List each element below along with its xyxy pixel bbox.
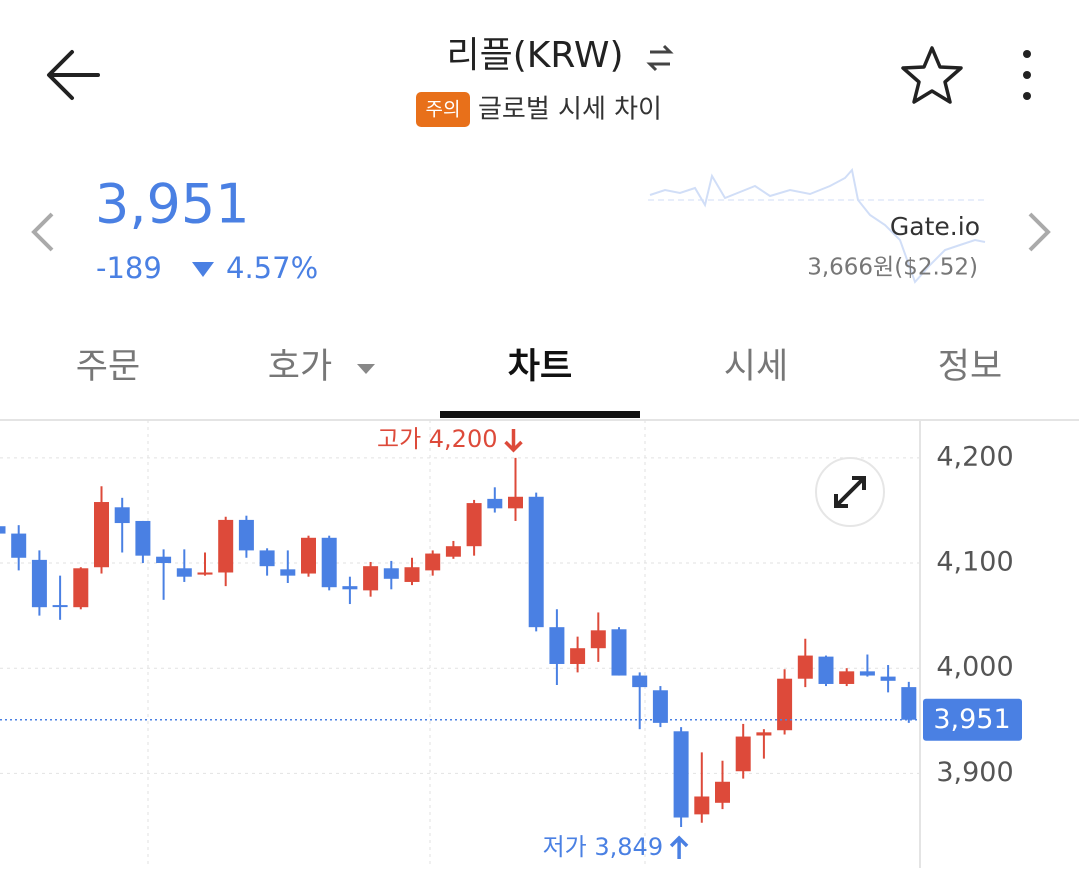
candle-body: [156, 556, 172, 564]
candle-body: [590, 630, 606, 649]
candle-body: [839, 671, 855, 684]
y-tick-label: 4,000: [936, 652, 1013, 683]
candle-body: [259, 550, 275, 567]
y-tick-label: 4,200: [936, 441, 1013, 472]
badge-bg: [416, 92, 470, 127]
candle-body: [611, 629, 627, 676]
candle-body: [508, 496, 523, 509]
candle-body: [31, 559, 47, 608]
tab[interactable]: 정보: [938, 347, 1002, 387]
compare-price: 3,666원($2.52): [807, 255, 978, 281]
candle-body: [280, 569, 296, 576]
tab[interactable]: 호가: [268, 347, 332, 387]
compare-exchange: Gate.io: [890, 212, 980, 241]
price-change-pct: 4.57%: [226, 251, 318, 285]
current-price-label: 3,951: [933, 704, 1010, 735]
candle-body: [777, 678, 793, 731]
candle-body: [466, 503, 482, 547]
candle-body: [487, 498, 503, 509]
candle-body: [445, 546, 461, 557]
candle-body: [342, 586, 358, 590]
back-icon: [47, 50, 100, 100]
candle-body: [797, 655, 813, 679]
tab[interactable]: 주문: [76, 347, 140, 387]
y-tick-label: 4,100: [936, 547, 1013, 578]
candle-body: [425, 553, 441, 571]
down-triangle: [192, 262, 214, 277]
candle-body: [404, 567, 420, 582]
candle-body: [114, 507, 130, 524]
tab[interactable]: 차트: [508, 347, 572, 387]
candle-body: [818, 656, 834, 684]
candle-body: [528, 496, 544, 628]
favorite-star[interactable]: [901, 46, 963, 104]
candle-body: [0, 526, 6, 534]
candle-body: [694, 796, 710, 815]
tab[interactable]: 시세: [724, 347, 788, 387]
candle-body: [570, 648, 586, 664]
title: 리플(KRW): [446, 35, 623, 76]
more-menu[interactable]: [1023, 50, 1031, 100]
dropdown-icon: [357, 364, 375, 374]
swap-icon[interactable]: [646, 44, 674, 72]
candle-body: [11, 533, 27, 558]
candle-body: [94, 502, 109, 568]
back-button[interactable]: [47, 50, 100, 100]
candle-body: [176, 568, 192, 577]
candle-body: [859, 671, 875, 676]
candle-body: [363, 566, 379, 591]
candle-body: [135, 520, 151, 556]
y-tick-label: 3,900: [936, 757, 1013, 788]
candle-body: [756, 732, 772, 736]
candle-body: [238, 519, 254, 551]
candle-body: [880, 676, 896, 681]
current-price-box: [923, 698, 1022, 741]
price-change: -189: [96, 251, 162, 285]
annotation-arrow: [504, 429, 523, 453]
candle-body: [632, 675, 648, 688]
candle-body: [715, 781, 730, 803]
expand-button[interactable]: [815, 457, 885, 527]
current-price: 3,951: [95, 173, 250, 236]
candle-body: [321, 537, 337, 588]
candle-body: [549, 627, 565, 664]
sparkline: [648, 167, 986, 284]
next-arrow[interactable]: [1028, 212, 1051, 252]
tab-underline: [440, 411, 640, 418]
candle-body: [735, 736, 751, 772]
warning: 글로벌 시세 차이: [478, 95, 662, 125]
candle-body: [901, 687, 917, 720]
prev-arrow[interactable]: [31, 212, 54, 252]
candle-body: [383, 568, 399, 579]
candle-body: [73, 568, 89, 608]
badge: 주의: [426, 99, 461, 121]
candle-body: [52, 605, 68, 608]
candle-body: [652, 690, 668, 723]
candle-body: [301, 537, 316, 574]
annotation: 고가 4,200: [377, 425, 498, 453]
annotation: 저가 3,849: [543, 833, 664, 861]
annotation-arrow: [669, 835, 689, 859]
candle-body: [197, 572, 213, 575]
candle-body: [673, 731, 689, 818]
candle-body: [218, 519, 234, 573]
